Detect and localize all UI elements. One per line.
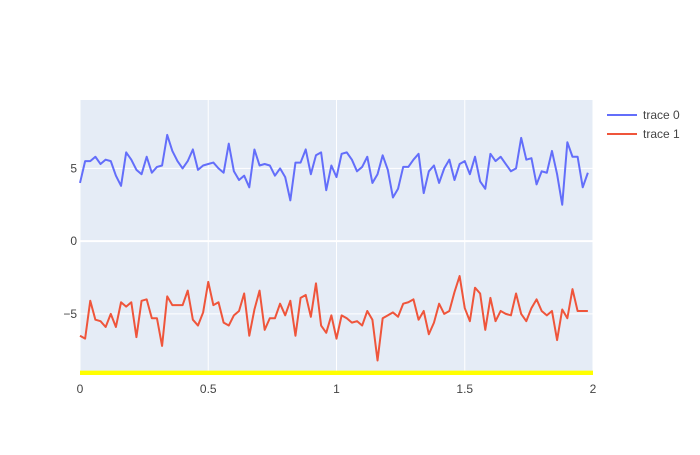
series-lines <box>79 133 589 362</box>
y-tick-label: −5 <box>63 307 77 321</box>
legend-label: trace 1 <box>643 127 680 141</box>
y-tick-label: 0 <box>70 234 77 248</box>
x-tick-label: 1 <box>333 382 340 396</box>
x-tick-label: 1.5 <box>456 382 473 396</box>
shaded-band <box>80 370 593 375</box>
series-line-trace-0 <box>79 133 589 206</box>
x-tick-label: 0.5 <box>200 382 217 396</box>
x-tick-label: 2 <box>590 382 597 396</box>
yellow-band <box>80 370 593 375</box>
legend-item-trace-1[interactable]: trace 1 <box>607 127 680 141</box>
series-line-trace-1 <box>79 275 588 362</box>
x-axis-ticks: 0 0.5 1 1.5 2 <box>77 382 597 396</box>
y-axis-ticks: −5 0 5 <box>63 161 77 321</box>
legend-label: trace 0 <box>643 108 680 122</box>
legend-item-trace-0[interactable]: trace 0 <box>607 108 680 122</box>
legend[interactable]: trace 0 trace 1 <box>607 108 680 141</box>
x-tick-label: 0 <box>77 382 84 396</box>
y-tick-label: 5 <box>70 161 77 175</box>
